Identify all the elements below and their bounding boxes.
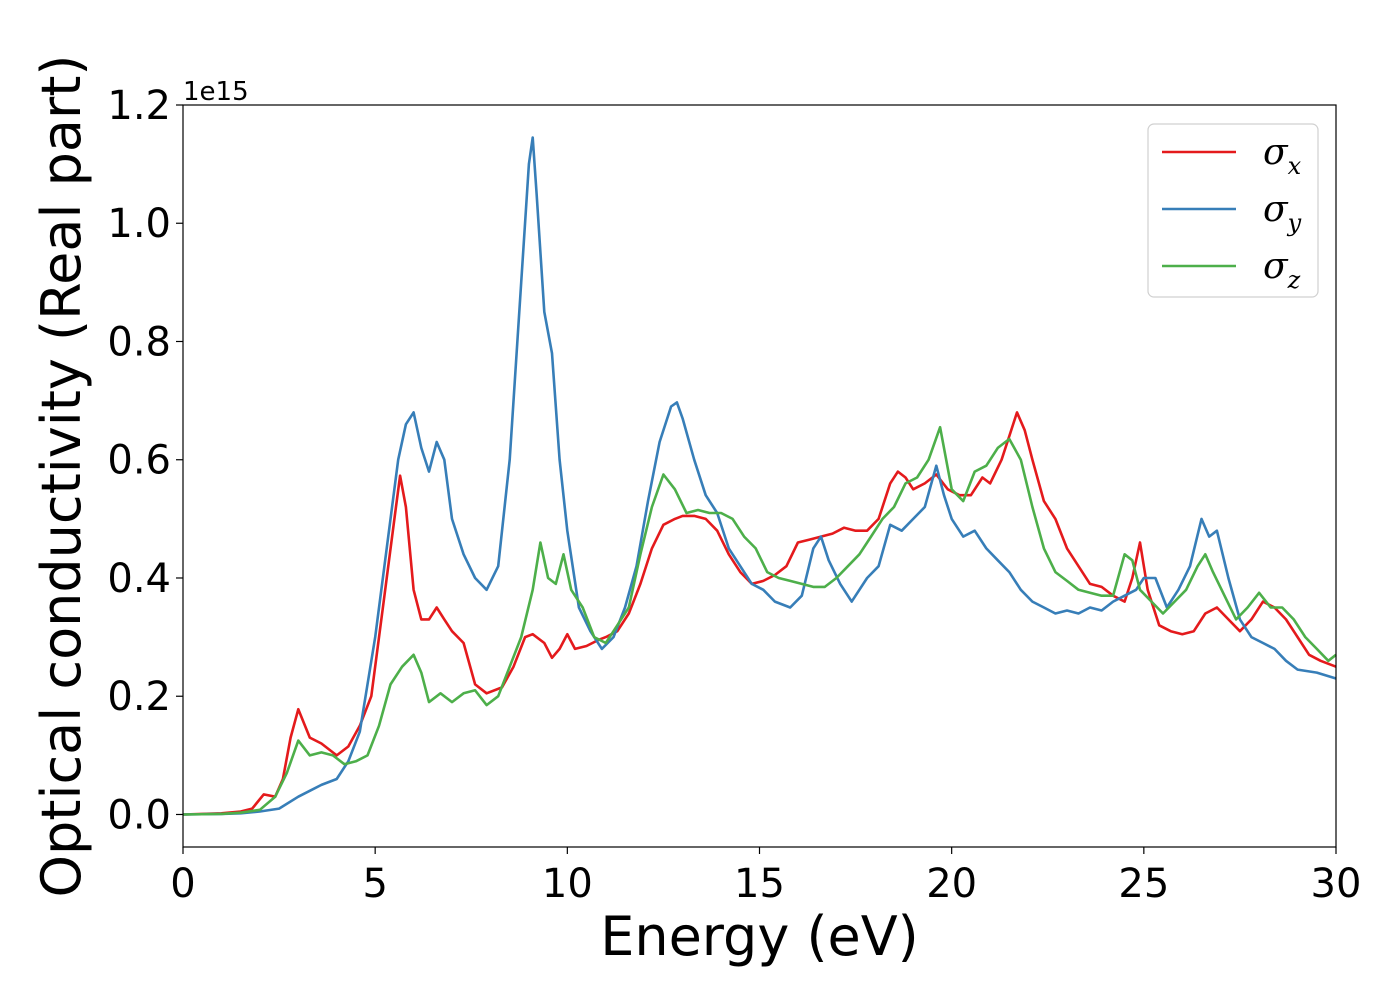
x-axis: 0 5 10 15 20 25 30 [170, 847, 1361, 907]
series-line-y [182, 136, 1337, 816]
series-line-z [182, 425, 1337, 816]
x-tick-label: 10 [542, 861, 593, 907]
x-tick-label: 5 [362, 861, 387, 907]
x-axis-title: Energy (eV) [600, 905, 919, 968]
y-axis-title: Optical conductivity (Real part) [30, 55, 93, 898]
y-axis: 0.0 0.2 0.4 0.6 0.8 1.0 1.2 [107, 83, 183, 838]
y-tick-label: 1.0 [107, 201, 171, 247]
y-tick-label: 0.0 [107, 792, 171, 838]
y-tick-label: 1.2 [107, 83, 171, 129]
legend-label-z: σz [1263, 246, 1301, 294]
x-tick-label: 25 [1118, 861, 1169, 907]
y-tick-label: 0.8 [107, 319, 171, 365]
x-tick-label: 30 [1311, 861, 1362, 907]
legend-box [1147, 123, 1319, 298]
y-tick-label: 0.2 [107, 674, 171, 720]
x-tick-label: 0 [170, 861, 195, 907]
series-layer [182, 136, 1337, 816]
x-tick-label: 15 [734, 861, 785, 907]
x-tick-label: 20 [926, 861, 977, 907]
y-tick-label: 0.6 [107, 438, 171, 484]
y-offset-label: 1e15 [183, 77, 249, 107]
y-tick-label: 0.4 [107, 556, 171, 602]
